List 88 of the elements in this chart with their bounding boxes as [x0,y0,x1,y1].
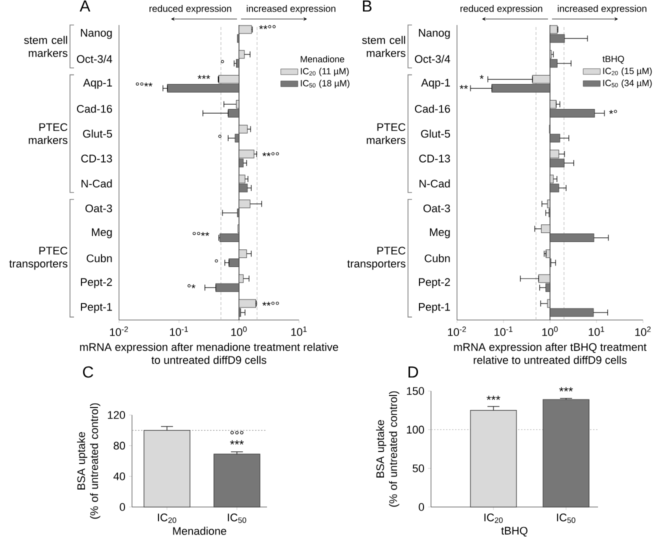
y-tick-label: CD-13 [81,154,112,162]
legend-label: IC$_{50}$ (18 µM) [300,80,350,88]
text: reduced expression [460,4,542,14]
x-tick-label: 10$^{-2}$ [110,326,128,336]
legend-title: Menadione [300,56,344,62]
x-axis-title: mRNA expression after tBHQ treatment relative to untreated diffD9 cells [454,342,646,364]
text: PTEC markers [366,123,406,144]
annotation: * [480,75,484,79]
x-tick-label: 10$^{-1}$ [494,326,512,336]
annotation: *° [609,110,617,114]
chart-title: D [408,366,418,378]
y-tick-label: Pept-1 [80,303,112,313]
text: reduced expression [150,4,232,14]
x-tick-label: 10$^{0}$ [542,326,558,336]
chart-title: A [80,0,90,12]
y-tick-label: Aqp-1 [83,78,112,89]
annotation: **°° [259,25,276,30]
y-tick-label: Cad-16 [414,104,450,113]
y-tick-label: N-Cad [82,179,112,188]
x-tick-label: 10$^{-2}$ [448,326,466,336]
x-tick-label: IC$_{20}$ [484,514,503,523]
x-tick-label: IC$_{50}$ [557,514,576,523]
y-tick-label: Pept-2 [80,278,112,288]
text: PTEC markers [28,123,68,144]
y-tick-label: Nanog [418,29,450,39]
y-tick-label: 40 [113,472,126,480]
y-tick-label: Oct-3/4 [414,54,450,63]
x-tick-label: 10$^{0}$ [231,326,247,336]
text: PTEC transporters [9,246,68,270]
x-axis-title: tBHQ [501,526,528,537]
y-tick-label: Cubn [86,254,112,262]
y-tick-label: 150 [406,387,424,395]
y-tick-label: N-Cad [420,179,450,188]
x-axis-title: mRNA expression after menadione treatment relative to untreated diffD9 cells [80,342,338,364]
y-tick-label: Oat-3 [85,204,112,212]
y-tick-label: Meg [92,228,112,238]
annotation: *** [486,396,500,400]
annotation: °°° [230,430,244,434]
y-axis-title: BSA uptake (% of untreated control) [376,391,400,507]
y-tick-label: Pept-2 [418,278,450,288]
annotation: ° [218,134,222,138]
y-axis-title: BSA uptake (% of untreated control) [77,403,100,519]
annotation: ° [220,60,224,64]
text: increased expression [246,4,336,14]
x-axis-title: Menadione [173,526,226,535]
legend-label: IC$_{50}$ (34 µM) [603,80,652,88]
y-tick-label: Oct-3/4 [76,54,112,63]
y-tick-label: Aqp-1 [421,78,450,89]
y-tick-label: 50 [412,464,424,472]
chart-title: B [362,0,372,12]
annotation: ° [214,259,218,262]
legend-label: IC$_{20}$ (11 µM) [300,68,349,76]
x-tick-label: 10$^{-1}$ [170,326,188,336]
y-tick-label: CD-13 [419,154,450,162]
text: PTEC transporters [347,246,406,270]
y-tick-label: Glut-5 [421,130,450,138]
text: increased expression [558,4,646,14]
annotation: *** [559,387,573,392]
y-tick-label: 80 [114,442,126,450]
annotation: **°° [262,152,279,156]
y-tick-label: Nanog [80,29,112,39]
y-tick-label: 100 [406,426,424,434]
y-tick-label: Pept-1 [418,303,450,313]
y-tick-label: Cubn [424,254,450,262]
annotation: °°** [192,232,210,236]
y-tick-label: Glut-5 [83,130,112,138]
x-tick-label: 10$^{1}$ [588,326,604,336]
legend-label: IC$_{20}$ (15 µM) [603,68,652,76]
x-tick-label: 10$^{1}$ [291,326,307,336]
chart-title: C [83,366,94,378]
annotation: **°° [262,302,279,306]
annotation: *** [230,440,244,444]
x-tick-label: 10$^{2}$ [635,326,651,336]
annotation: ** [460,85,468,89]
text: stem cell markers [362,36,406,57]
y-tick-label: 0 [120,503,126,511]
y-tick-label: 120 [108,411,126,419]
annotation: °°** [136,82,152,86]
text: stem cell markers [24,36,68,57]
y-tick-label: 0 [418,503,424,511]
annotation: °* [188,284,196,288]
x-tick-label: IC$_{50}$ [228,514,246,523]
x-tick-label: IC$_{20}$ [158,514,176,523]
annotation: *** [198,75,210,79]
y-tick-label: Oat-3 [423,204,450,212]
y-tick-label: Cad-16 [76,104,112,113]
legend-title: tBHQ [602,56,624,64]
y-tick-label: Meg [430,228,450,238]
